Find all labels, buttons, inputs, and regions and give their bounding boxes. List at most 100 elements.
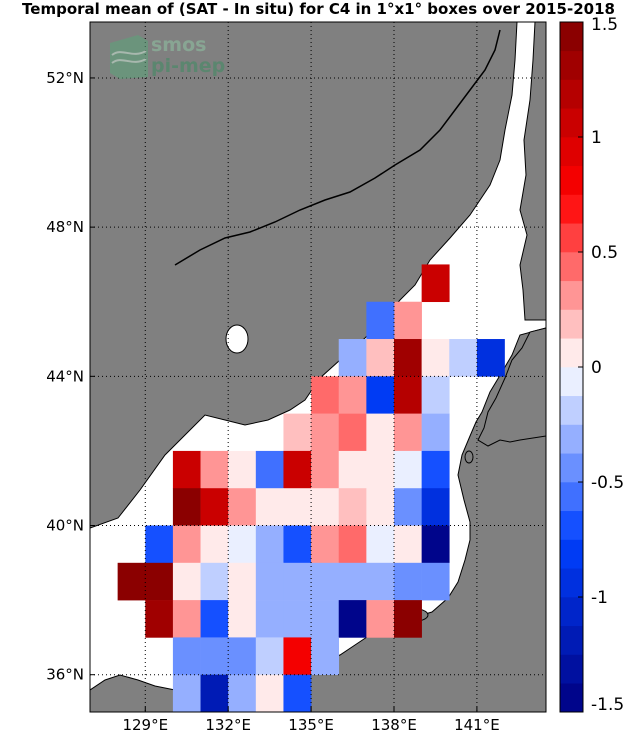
colorbar-segment [560,165,583,195]
colorbar-segment [560,510,583,540]
colorbar-segment [560,482,583,512]
y-tick-label: 36°N [46,666,84,684]
heatmap-cell [200,600,229,638]
heatmap-cell [145,562,174,601]
heatmap-cell [338,488,367,526]
colorbar-segment [560,367,583,397]
heatmap-cell [338,450,367,489]
heatmap-cell [283,674,312,712]
heatmap-cell [394,376,422,414]
colorbar-segment [560,453,583,483]
colorbar-segment [560,309,583,339]
colorbar-segment [560,79,583,109]
heatmap-cell [283,600,312,638]
y-tick-label: 40°N [46,517,84,535]
colorbar-segment [560,108,583,138]
plot-frame [89,21,547,713]
y-axis-ticks: 36°N 40°N 44°N 48°N 52°N [46,69,95,684]
colorbar-segment [560,683,583,713]
heatmap-cell [117,562,146,601]
heatmap-cell [449,339,478,377]
x-tick-label: 132°E [205,716,251,733]
heatmap-cell [172,488,201,526]
x-tick-label: 141°E [454,716,500,733]
heatmap-cell [283,562,312,601]
heatmap-cell [200,674,229,712]
heatmap-cell [311,376,340,414]
heatmap-cell [366,450,395,489]
colorbar-segment [560,424,583,454]
heatmap-cell [366,562,395,601]
colorbar-ticks: 1.5 1 0.5 0 -0.5 -1 -1.5 [578,15,624,715]
okushiri-island [464,450,474,464]
heatmap-cell [255,600,284,638]
heatmap-cell [283,637,312,676]
heatmap-cell [421,339,450,377]
hokkaido [477,327,546,447]
colorbar-segment [560,539,583,569]
heatmap-cell [228,637,257,676]
heatmap-cell [366,339,395,377]
heatmap-cells [117,264,505,712]
heatmap-cell [228,600,257,638]
heatmap-cell [311,450,340,489]
heatmap-cell [311,413,340,452]
heatmap-cell [283,413,312,452]
heatmap-cell [421,525,450,564]
heatmap-cell [421,450,450,489]
heatmap-cell [366,376,395,414]
colorbar-segment [560,137,583,167]
heatmap-cell [228,450,257,489]
heatmap-cell [394,413,422,452]
heatmap-cell [366,525,395,564]
logo-mark-icon [110,35,148,79]
colorbar-tick-label: -1.5 [591,695,624,715]
heatmap-cell [394,525,422,564]
heatmap-cell [145,525,174,564]
heatmap-cell [255,562,284,601]
colorbar-tick-label: 1 [591,128,602,148]
heatmap-cell [228,488,257,526]
logo-text-smos: smos [151,34,207,56]
colorbar-segment [560,338,583,368]
heatmap-cell [311,562,340,601]
heatmap-cell [255,674,284,712]
x-tick-label: 129°E [122,716,168,733]
heatmap-cell [200,562,229,601]
heatmap-cell [172,637,201,676]
khanka-lake [225,324,249,354]
heatmap-cell [394,339,422,377]
heatmap-cell [255,525,284,564]
heatmap-cell [394,450,422,489]
heatmap-cell [394,562,422,601]
heatmap-cell [228,674,257,712]
heatmap-cell [228,562,257,601]
heatmap-cell [338,600,367,638]
heatmap-cell [172,525,201,564]
heatmap-cell [366,488,395,526]
heatmap-cell [366,413,395,452]
colorbar-segment [560,194,583,224]
y-tick-label: 48°N [46,218,84,236]
heatmap-cell [366,600,395,638]
colorbar-tick-label: -1 [591,588,608,608]
y-tick-label: 44°N [46,367,84,385]
colorbar-tick-label: 0.5 [591,243,618,263]
heatmap-cell [200,525,229,564]
colorbar-tick-label: 1.5 [591,15,618,35]
heatmap-cell [228,525,257,564]
heatmap-cell [200,488,229,526]
colorbar-segment [560,395,583,425]
heatmap-cell [255,450,284,489]
heatmap-cell [476,339,505,377]
heatmap-cell [394,488,422,526]
x-axis-ticks: 129°E 132°E 135°E 138°E 141°E [122,707,500,733]
heatmap-cell [421,488,450,526]
colorbar-tick-label: 0 [591,358,602,378]
heatmap-cell [366,301,395,340]
heatmap-cell [338,562,367,601]
map-area [90,22,546,712]
heatmap-cell [200,450,229,489]
heatmap-cell [421,376,450,414]
